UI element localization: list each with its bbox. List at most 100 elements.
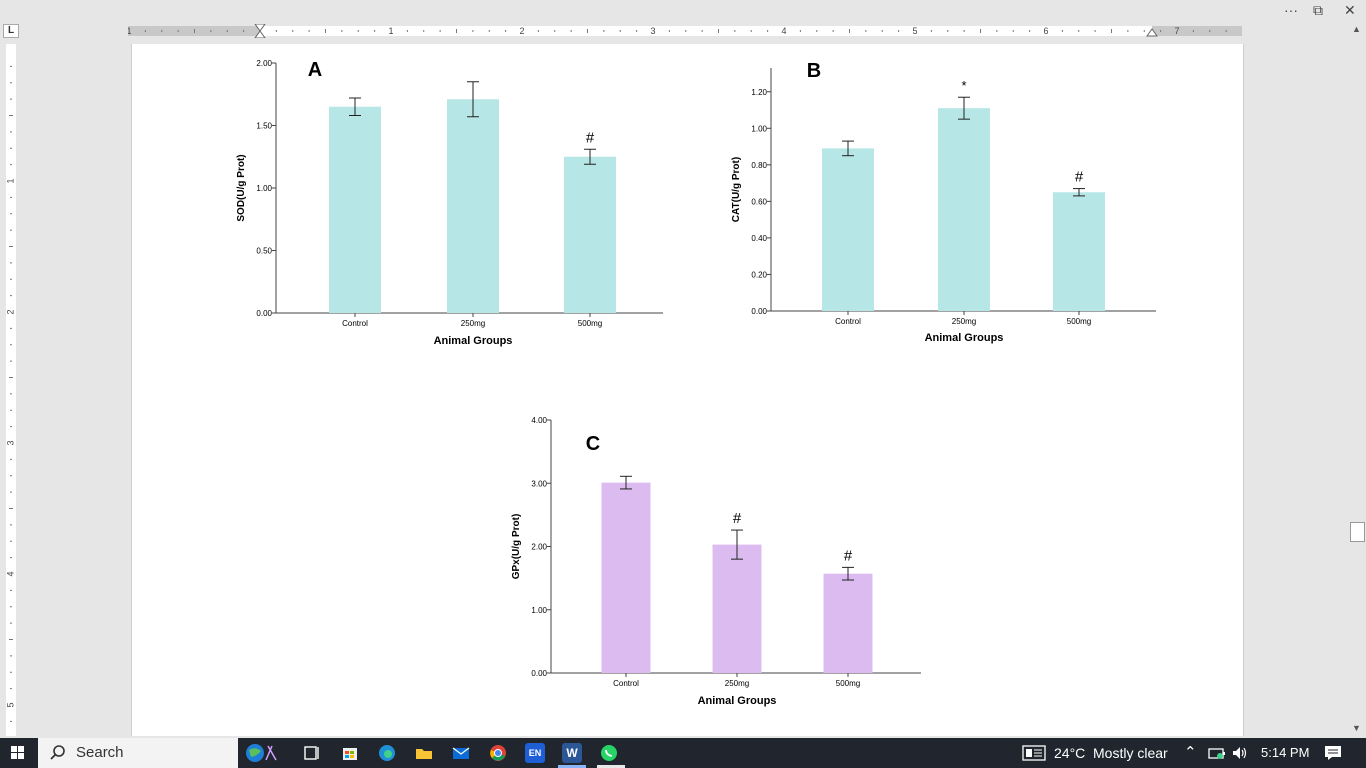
y-tick-label: 2.00 (256, 59, 272, 68)
y-tick-label: 1.00 (531, 606, 547, 615)
vertical-scrollbar[interactable] (1349, 20, 1366, 736)
ruler-label: 3 (5, 440, 15, 445)
title-bar: ··· ⧉ ✕ (0, 0, 1366, 20)
y-tick-label: 0.00 (751, 307, 767, 316)
word-app-icon[interactable]: W (562, 743, 582, 763)
y-tick-label: 0.50 (256, 247, 272, 256)
bar (329, 106, 381, 313)
ruler-label: 1 (128, 26, 132, 36)
y-tick-label: 0.00 (256, 309, 272, 318)
x-tick-label: 250mg (461, 319, 485, 328)
more-options-button[interactable]: ··· (1284, 2, 1298, 18)
mail-icon[interactable] (451, 743, 471, 763)
chart-b: 0.00 0.20 0.40 0.60 0.80 1.00 1.20 Control 250mg… (731, 60, 1156, 344)
ruler-label: 2 (5, 309, 15, 314)
panel-label: C (586, 433, 600, 455)
bar (712, 544, 762, 673)
ruler-label: 7 (1174, 26, 1179, 36)
y-tick-label: 0.60 (751, 197, 767, 206)
vertical-ruler[interactable]: 1 2 3 4 5 (0, 44, 22, 736)
x-tick-label: Control (835, 317, 861, 326)
search-label: Search (76, 744, 124, 761)
ruler-label: 4 (781, 26, 786, 36)
ruler-label: 5 (912, 26, 917, 36)
restore-button[interactable]: ⧉ (1313, 2, 1323, 18)
x-tick-label: 500mg (1067, 317, 1091, 326)
scroll-down-arrow[interactable]: ▼ (1352, 723, 1361, 733)
x-axis-label: Animal Groups (434, 335, 513, 347)
significance-marker: # (844, 547, 853, 564)
file-explorer-icon[interactable] (414, 743, 434, 763)
document-page[interactable] (131, 44, 1244, 736)
task-view-icon[interactable] (302, 743, 322, 763)
panel-label: A (308, 59, 322, 81)
x-tick-label: 500mg (578, 319, 602, 328)
microsoft-store-icon[interactable] (340, 743, 360, 763)
notifications-icon[interactable] (1324, 745, 1342, 761)
bar (564, 156, 616, 313)
y-tick-label: 1.00 (751, 124, 767, 133)
active-app-indicator (558, 765, 586, 768)
tab-selector[interactable]: L (3, 24, 19, 38)
chevron-up-icon[interactable]: ⌃ (1184, 744, 1197, 761)
y-tick-label: 1.00 (256, 184, 272, 193)
y-tick-label: 0.00 (531, 669, 547, 678)
significance-marker: # (1075, 169, 1084, 186)
clock-time[interactable]: 5:14 PM (1261, 745, 1310, 760)
x-tick-label: 500mg (836, 679, 860, 688)
right-indent-marker (1146, 28, 1158, 37)
ruler-label: 1 (5, 178, 15, 183)
bar (601, 482, 651, 673)
y-tick-label: 1.20 (751, 88, 767, 97)
language-app-icon[interactable]: EN (525, 743, 545, 763)
whatsapp-open-indicator (597, 765, 625, 768)
volume-icon[interactable] (1231, 745, 1249, 761)
x-axis-label: Animal Groups (925, 332, 1004, 344)
hanging-indent-marker (254, 30, 266, 38)
whatsapp-icon[interactable] (599, 743, 619, 763)
panel-label: B (807, 60, 821, 82)
search-icon (50, 745, 65, 760)
news-widget-icon[interactable] (1022, 745, 1048, 761)
weather-temperature[interactable]: 24°C (1054, 745, 1086, 761)
bar (1053, 192, 1105, 311)
bar (447, 99, 499, 313)
windows-start-icon[interactable] (0, 738, 36, 768)
y-tick-label: 0.80 (751, 161, 767, 170)
ruler-label: 4 (5, 571, 15, 576)
y-tick-label: 1.50 (256, 122, 272, 131)
figure-charts: 0.00 0.50 1.00 1.50 2.00 Control 250mg 500mg # A S… (236, 59, 1156, 707)
y-tick-label: 0.40 (751, 234, 767, 243)
x-tick-label: Control (342, 319, 368, 328)
bar (822, 148, 874, 311)
chart-a: 0.00 0.50 1.00 1.50 2.00 Control 250mg 500mg # A S… (236, 59, 663, 347)
x-tick-label: 250mg (725, 679, 749, 688)
ruler-label: 1 (388, 26, 393, 36)
taskbar: Search EN W 24°C Mostly (0, 738, 1366, 768)
taskbar-search-box[interactable]: Search (38, 738, 238, 768)
weather-condition[interactable]: Mostly clear (1093, 745, 1168, 761)
ruler-label: 5 (5, 702, 15, 707)
y-tick-label: 2.00 (531, 543, 547, 552)
x-tick-label: 250mg (952, 317, 976, 326)
bar (938, 108, 990, 311)
scroll-thumb[interactable] (1350, 522, 1365, 542)
battery-icon[interactable] (1208, 746, 1226, 760)
ruler-label: 6 (1043, 26, 1048, 36)
search-highlight-globe-icon[interactable] (240, 738, 280, 768)
ruler-label: 2 (519, 26, 524, 36)
first-line-indent-marker (254, 24, 266, 32)
significance-marker: # (586, 129, 595, 146)
y-tick-label: 4.00 (531, 416, 547, 425)
chrome-icon[interactable] (488, 743, 508, 763)
close-button[interactable]: ✕ (1344, 2, 1356, 18)
x-tick-label: Control (613, 679, 639, 688)
y-tick-label: 0.20 (751, 270, 767, 279)
edge-browser-icon[interactable] (377, 743, 397, 763)
y-axis-label: CAT(U/g Prot) (731, 157, 742, 222)
y-tick-label: 3.00 (531, 479, 547, 488)
y-axis-label: SOD(U/g Prot) (236, 154, 247, 221)
horizontal-ruler[interactable]: 1 1 2 3 4 5 6 7 (128, 24, 1242, 38)
x-axis-label: Animal Groups (698, 695, 777, 707)
scroll-up-arrow[interactable]: ▲ (1352, 24, 1361, 34)
